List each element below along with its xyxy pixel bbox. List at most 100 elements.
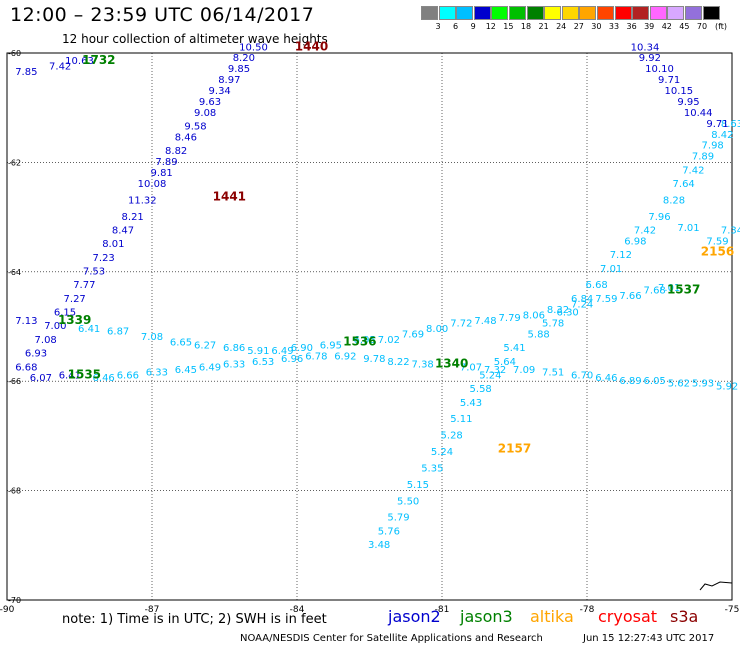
wave-height-value: 6.46 [93,373,115,384]
legend-label: 45 [679,22,690,31]
wave-height-value: 7.59 [595,294,617,305]
legend-swatch [509,6,526,20]
wave-height-value: 5.35 [421,463,443,474]
wave-height-value: 9.58 [184,122,206,133]
footer-note: note: 1) Time is in UTC; 2) SWH is in fe… [62,612,327,627]
wave-height-value: 8.22 [387,357,409,368]
wave-height-value: 6.49 [271,346,293,357]
longitude-label: -84 [290,605,305,615]
wave-height-value: 10.10 [645,64,674,75]
longitude-label: -78 [580,605,595,615]
wave-height-value: 6.78 [305,351,327,362]
pass-time-label: 1339 [58,313,91,327]
map-title: 12:00 – 23:59 UTC 06/14/2017 [10,4,315,26]
wave-height-value: 11.32 [128,195,157,206]
wave-height-value: 6.41 [59,370,81,381]
wave-height-value: 6.45 [175,365,197,376]
wave-height-value: 6.95 [320,340,342,351]
legend-label: 36 [626,22,637,31]
wave-height-value: 9.34 [209,86,231,97]
wave-height-value: 5.78 [542,319,564,330]
latitude-label: -64 [8,268,21,277]
wave-height-value: 6.27 [194,340,216,351]
wave-height-value: 7.69 [402,329,424,340]
legend-label: 30 [591,22,602,31]
wave-height-value: 3.48 [368,540,390,551]
pass-time-label: 1440 [295,39,328,53]
satellite-altika: altika [530,607,574,626]
wave-height-value: 5.76 [378,526,400,537]
legend-label: 21 [538,22,549,31]
satellite-jason3: jason3 [460,607,513,626]
wave-height-value: 7.27 [64,294,86,305]
wave-height-value: 5.79 [387,513,409,524]
legend-label: 39 [644,22,655,31]
wave-height-value: 5.50 [397,496,419,507]
wave-height-value: 7.09 [513,365,535,376]
wave-height-value: 9.95 [677,97,699,108]
wave-height-value: 7.64 [673,179,695,190]
legend-swatch [473,6,491,20]
wave-height-value: 7.23 [93,253,115,264]
wave-height-value: 7.02 [378,335,400,346]
legend-swatch [456,6,474,20]
legend-label: 42 [661,22,672,31]
wave-height-value: 6.90 [291,343,313,354]
wave-height-value: 9.63 [199,97,221,108]
wave-height-value: 7.42 [634,226,656,237]
credit-line: NOAA/NESDIS Center for Satellite Applica… [240,633,543,644]
wave-height-value: 7.07 [460,362,482,373]
satellite-s3a: s3a [670,607,699,626]
legend-swatch [649,6,667,20]
generation-timestamp: Jun 15 12:27:43 UTC 2017 [583,633,715,644]
wave-height-value: 10.08 [138,179,167,190]
wave-height-value: 8.00 [426,324,448,335]
legend-label: 33 [608,22,620,31]
wave-height-value: 9.71 [706,119,728,130]
wave-height-value: 5.28 [441,431,463,442]
wave-height-value: 5.62 [668,379,690,390]
legend-label: 3 [435,22,441,31]
legend-swatch [632,6,650,20]
wave-height-value: 5.43 [460,398,482,409]
map-subtitle: 12 hour collection of altimeter wave hei… [62,32,328,46]
wave-height-value: 6.46 [595,373,617,384]
pass-time-label: 2157 [498,441,531,455]
wave-height-value: 7.85 [15,67,37,78]
wave-height-value: 7.77 [73,280,95,291]
wave-height-value: 6.30 [557,308,579,319]
legend-label: 27 [573,22,584,31]
wave-height-value: 9.08 [194,108,216,119]
wave-height-value: 8.01 [102,239,124,250]
latitude-label: -68 [8,487,21,496]
wave-height-value: 9.85 [228,64,250,75]
legend-swatch [685,6,702,20]
longitude-label: -87 [145,605,160,615]
wave-height-value: 6.33 [146,368,168,379]
wave-height-value: 5.91 [247,346,269,357]
wave-height-value: 7.89 [692,152,714,163]
longitude-label: -75 [725,605,740,615]
wave-height-value: 7.48 [474,316,496,327]
wave-height-value: 7.51 [542,368,564,379]
wave-height-value: 7.68 [644,286,666,297]
wave-height-value: 6.68 [15,362,37,373]
legend-swatch [579,6,597,20]
wave-height-value: 6.86 [223,343,245,354]
wave-height-value: 5.24 [431,447,453,458]
pass-time-label: 1732 [82,53,115,67]
latitude-label: -66 [8,377,21,386]
wave-height-value: 6.89 [619,376,641,387]
wave-height-value: 6.05 [644,376,666,387]
legend-swatch [561,6,579,20]
wave-height-value: 6.98 [624,236,646,247]
wave-height-value: 7.42 [49,61,71,72]
wave-height-value: 7.01 [600,264,622,275]
wave-height-value: 6.66 [117,370,139,381]
latitude-label: -62 [8,158,21,167]
satellite-cryosat: cryosat [598,607,658,626]
legend-label: 15 [503,22,514,31]
legend-swatch [702,6,720,20]
wave-height-value: 6.84 [571,294,593,305]
